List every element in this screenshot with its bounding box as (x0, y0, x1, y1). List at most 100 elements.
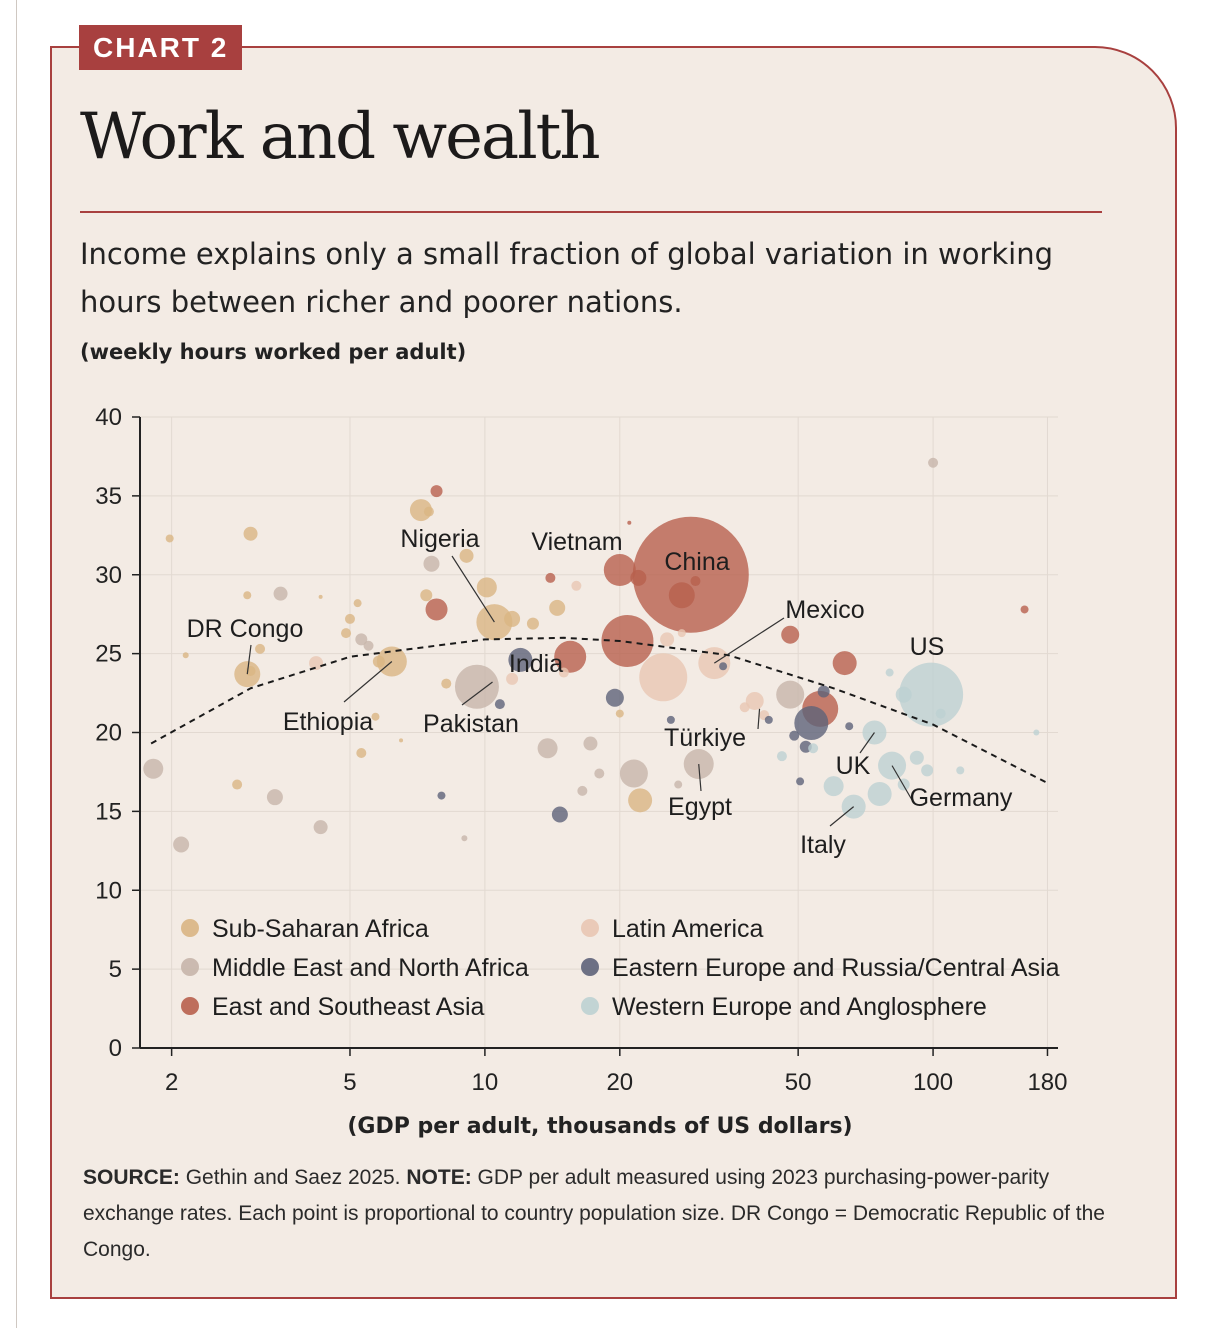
data-point-latam (639, 653, 688, 702)
left-margin-rule (16, 0, 17, 1328)
legend-swatch-latam (581, 919, 599, 937)
data-point-ssa (353, 599, 362, 608)
data-point-weu (935, 708, 946, 719)
data-point-eeca (794, 706, 829, 741)
country-label: US (910, 633, 945, 661)
data-point-latam (660, 632, 675, 647)
country-label: Vietnam (531, 528, 622, 556)
x-tick-label: 50 (785, 1069, 812, 1096)
data-point-weu (909, 750, 924, 765)
country-label: Ethiopia (283, 708, 373, 736)
data-point-latam (309, 656, 324, 671)
y-axis-unit-label: (weekly hours worked per adult) (80, 340, 467, 364)
data-point-eeca (494, 699, 505, 710)
data-point-esa (1020, 605, 1029, 614)
country-label: China (664, 548, 729, 576)
y-tick-label: 20 (95, 720, 122, 747)
data-point-esa (630, 569, 647, 586)
data-point-ssa (504, 610, 521, 627)
data-point-mena (454, 664, 499, 709)
data-point-mena (619, 759, 648, 788)
chart-subtitle: Income explains only a small fraction of… (80, 237, 1054, 319)
y-tick-label: 25 (95, 641, 122, 668)
data-point-ssa (243, 526, 258, 541)
data-point-esa (632, 516, 749, 633)
data-point-ssa (399, 738, 404, 743)
source-text: Gethin and Saez 2025. (185, 1166, 401, 1189)
data-point-weu (776, 751, 787, 762)
label-leader-line (461, 681, 493, 706)
country-label: Mexico (785, 596, 864, 624)
data-point-weu (885, 668, 894, 677)
country-label: India (509, 650, 563, 678)
data-point-mena (583, 736, 598, 751)
data-point-latam (739, 702, 750, 713)
data-point-eeca (437, 791, 446, 800)
label-leader-line (757, 708, 761, 730)
data-point-weu (895, 686, 912, 703)
data-point-mena (928, 457, 939, 468)
y-tick-label: 10 (95, 877, 122, 904)
data-point-mena (313, 820, 328, 835)
label-leader-line (246, 644, 252, 675)
data-point-mena (363, 640, 374, 651)
legend-label-esa: East and Southeast Asia (212, 993, 485, 1021)
data-point-mena (776, 680, 805, 709)
data-point-ssa (318, 594, 323, 599)
legend-swatch-esa (181, 997, 199, 1015)
data-point-esa (603, 554, 636, 587)
data-point-mena (577, 785, 588, 796)
label-leader-line (859, 732, 875, 754)
label-leader-line (698, 763, 702, 792)
data-point-ssa (615, 709, 624, 718)
note-text: GDP per adult measured using 2023 purcha… (83, 1166, 1105, 1261)
data-point-latam (506, 672, 519, 685)
data-point-latam (571, 580, 582, 591)
data-point-ssa (423, 506, 434, 517)
data-point-weu (867, 782, 892, 807)
data-point-ssa (476, 577, 497, 598)
data-point-eeca (796, 777, 805, 786)
data-point-esa (690, 576, 701, 587)
data-point-weu (956, 766, 965, 775)
data-point-esa (554, 640, 587, 673)
chart-title: Work and wealth (80, 100, 601, 174)
country-label: Türkiye (664, 724, 746, 752)
label-leader-line (343, 661, 393, 703)
data-point-esa (545, 572, 556, 583)
legend-swatch-mena (181, 958, 199, 976)
data-point-ssa (549, 599, 566, 616)
label-leader-line (829, 806, 855, 827)
y-tick-label: 0 (109, 1035, 122, 1062)
country-label: DR Congo (187, 615, 304, 643)
data-point-ssa (255, 643, 266, 654)
data-point-ssa (182, 652, 189, 659)
data-point-latam (745, 691, 764, 710)
label-leader-line (713, 617, 785, 664)
data-point-eeca (719, 662, 728, 671)
label-leader-line (891, 765, 913, 801)
x-tick-label: 180 (1027, 1069, 1067, 1096)
x-tick-label: 20 (606, 1069, 633, 1096)
data-point-esa (627, 520, 632, 525)
data-point-esa (668, 582, 695, 609)
data-point-weu (1033, 729, 1040, 736)
trend-line (150, 636, 1048, 784)
data-point-ssa (243, 591, 252, 600)
data-point-weu (921, 764, 934, 777)
chart-footnote: SOURCE: Gethin and Saez 2025. NOTE: GDP … (83, 1160, 1123, 1268)
data-point-weu (808, 743, 819, 754)
data-point-mena (273, 586, 288, 601)
data-point-latam (558, 667, 569, 678)
data-point-eeca (764, 715, 773, 724)
data-point-ssa (476, 604, 513, 641)
data-point-latam (677, 629, 686, 638)
x-tick-label: 10 (472, 1069, 499, 1096)
data-point-esa (425, 598, 448, 621)
data-point-mena (537, 738, 558, 759)
y-tick-label: 40 (95, 404, 122, 431)
legend-swatch-weu (581, 997, 599, 1015)
data-point-eeca (789, 730, 800, 741)
x-tick-label: 2 (165, 1069, 178, 1096)
